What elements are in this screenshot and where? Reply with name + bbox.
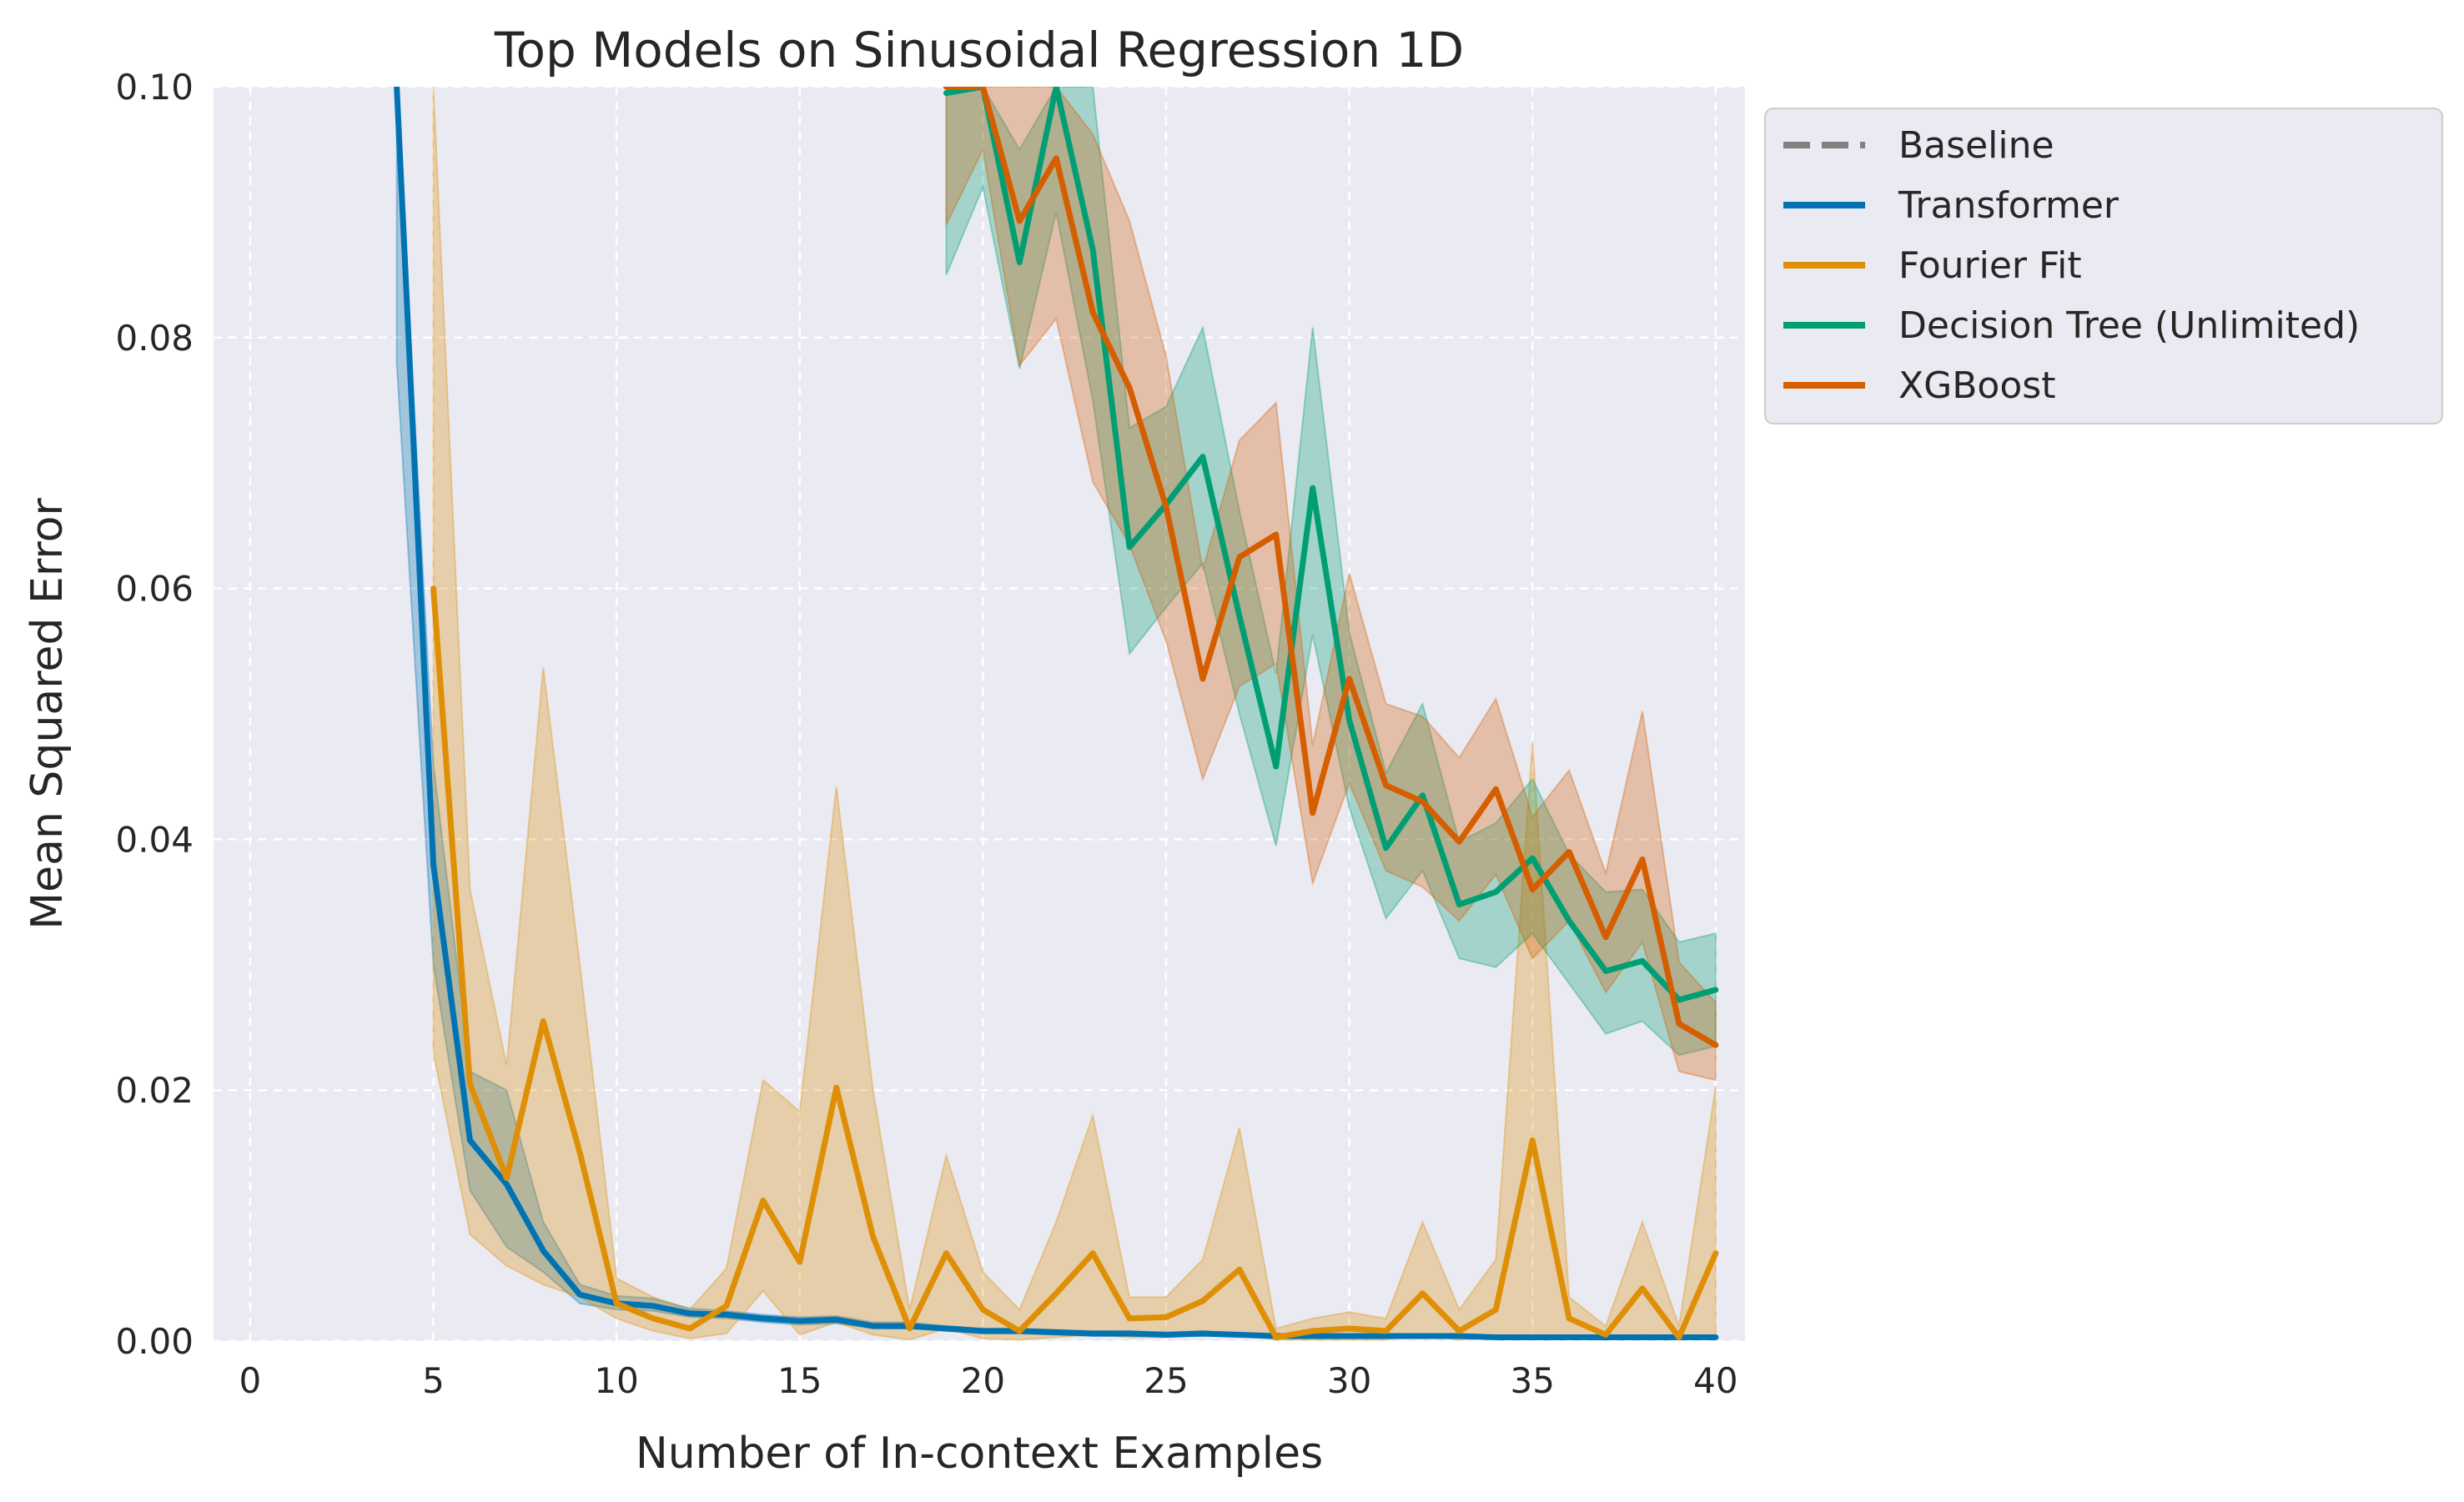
y-tick-label: 0.00 (115, 1321, 194, 1362)
y-axis: 0.00 0.02 0.04 0.06 0.08 0.10 (115, 67, 194, 1362)
legend: Baseline Transformer Fourier Fit Decision T… (1764, 108, 2443, 424)
confidence-bands (395, 87, 1717, 1341)
x-tick-label: 5 (422, 1360, 445, 1401)
y-tick-label: 0.06 (115, 569, 194, 610)
x-tick-label: 10 (594, 1360, 638, 1401)
xgboost-band (945, 87, 1717, 1082)
x-tick-label: 35 (1511, 1360, 1555, 1401)
x-axis-label: Number of In-context Examples (636, 1429, 1323, 1479)
decision-tree-unlimited-line (943, 87, 1719, 1003)
fourier-fit-line (430, 585, 1719, 1340)
x-axis: 0 5 10 15 20 25 30 35 40 (239, 1360, 1738, 1401)
legend-label-fourier-fit: Fourier Fit (1898, 244, 2082, 287)
y-tick-label: 0.10 (115, 67, 194, 108)
y-tick-label: 0.04 (115, 819, 194, 860)
x-tick-label: 15 (777, 1360, 822, 1401)
legend-label-decision-tree-unlimited: Decision Tree (Unlimited) (1898, 304, 2360, 347)
x-tick-label: 0 (239, 1360, 262, 1401)
legend-label-transformer: Transformer (1898, 184, 2120, 227)
xgboost-line (943, 87, 1719, 1048)
y-tick-label: 0.02 (115, 1070, 194, 1111)
legend-box (1764, 108, 2443, 424)
series-lines (394, 87, 1719, 1340)
chart-title: Top Models on Sinusoidal Regression 1D (494, 22, 1464, 78)
x-tick-label: 20 (961, 1360, 1005, 1401)
y-tick-label: 0.08 (115, 318, 194, 359)
x-tick-label: 25 (1144, 1360, 1188, 1401)
x-tick-label: 30 (1327, 1360, 1371, 1401)
legend-label-xgboost: XGBoost (1898, 364, 2055, 407)
x-tick-label: 40 (1693, 1360, 1737, 1401)
y-axis-label: Mean Squared Error (23, 498, 73, 930)
legend-label-baseline: Baseline (1898, 124, 2054, 167)
